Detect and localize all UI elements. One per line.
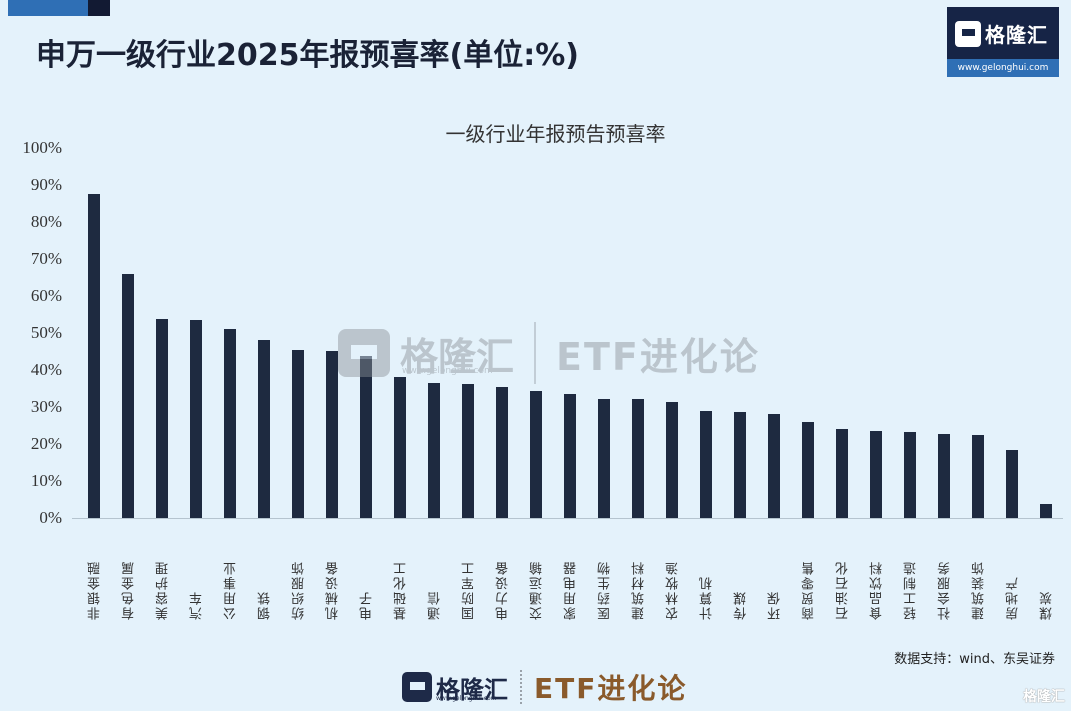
bar bbox=[462, 384, 474, 518]
x-axis-label: 石油石化 bbox=[836, 560, 851, 620]
bar bbox=[190, 320, 202, 518]
bar bbox=[870, 431, 882, 518]
footer-brand: 格隆汇 bbox=[436, 675, 508, 704]
x-axis-label: 计算机 bbox=[700, 575, 715, 620]
watermark-g-icon bbox=[338, 329, 390, 377]
bar bbox=[428, 382, 440, 518]
x-axis-label: 美容护理 bbox=[156, 560, 171, 620]
x-axis-label: 基础化工 bbox=[394, 560, 409, 620]
y-axis-tick: 20% bbox=[30, 434, 62, 453]
x-axis-label: 有色金属 bbox=[122, 560, 137, 620]
x-axis-label: 轻工制造 bbox=[904, 560, 919, 620]
bar bbox=[156, 318, 168, 518]
bar bbox=[122, 273, 134, 518]
x-axis-label: 非银金融 bbox=[88, 560, 103, 620]
x-axis-label: 电子 bbox=[360, 590, 375, 620]
logo-brand-text: 格隆汇 bbox=[985, 23, 1048, 47]
x-axis-label: 商贸零售 bbox=[802, 560, 817, 620]
x-axis-label: 社会服务 bbox=[938, 560, 953, 620]
bar bbox=[632, 399, 644, 518]
x-axis-label: 国防军工 bbox=[462, 560, 477, 620]
bar bbox=[938, 434, 950, 518]
bar bbox=[734, 412, 746, 518]
x-axis-line bbox=[72, 518, 1063, 519]
bar bbox=[360, 355, 372, 518]
footer-divider bbox=[520, 670, 522, 704]
y-axis-tick: 100% bbox=[22, 138, 62, 157]
y-axis-tick: 30% bbox=[30, 397, 62, 416]
bar bbox=[530, 391, 542, 518]
g-logo-icon bbox=[955, 20, 981, 47]
watermark: 格隆汇 www.gelonghui.com ETF进化论 bbox=[338, 322, 760, 384]
y-axis-tick: 90% bbox=[30, 175, 62, 194]
watermark-column: ETF进化论 bbox=[556, 334, 760, 379]
logo-url: www.gelonghui.com bbox=[947, 59, 1059, 77]
data-source: 数据支持：wind、东吴证券 bbox=[894, 652, 1055, 667]
x-axis-label: 食品饮料 bbox=[870, 560, 885, 620]
x-axis-label: 房地产 bbox=[1006, 575, 1021, 620]
bar bbox=[496, 387, 508, 518]
page-title: 申万一级行业2025年报预喜率(单位:%) bbox=[36, 38, 579, 73]
x-axis-label: 公用事业 bbox=[224, 560, 239, 620]
corner-watermark: 格隆汇 bbox=[1023, 689, 1065, 705]
bar bbox=[1006, 449, 1018, 518]
bar bbox=[564, 394, 576, 518]
x-axis-label: 电力设备 bbox=[496, 560, 511, 620]
x-axis-label: 传媒 bbox=[734, 590, 749, 620]
x-axis-label: 纺织服饰 bbox=[292, 560, 307, 620]
bar bbox=[88, 193, 100, 518]
chart-title: 一级行业年报预告预喜率 bbox=[445, 122, 666, 146]
x-axis-label: 环保 bbox=[768, 590, 783, 620]
x-axis-label: 医药生物 bbox=[598, 560, 613, 620]
y-axis-tick: 40% bbox=[30, 360, 62, 379]
bar bbox=[326, 351, 338, 518]
footer-column: ETF进化论 bbox=[534, 672, 688, 705]
bar bbox=[904, 432, 916, 518]
x-axis-label: 汽车 bbox=[190, 590, 205, 620]
x-axis-label: 钢铁 bbox=[258, 590, 273, 620]
bar bbox=[666, 402, 678, 518]
footer-brand-url: www.gelonghui.com bbox=[436, 695, 497, 702]
bar bbox=[258, 340, 270, 518]
gelonghui-logo: 格隆汇 www.gelonghui.com bbox=[947, 7, 1059, 77]
x-axis-label: 机械设备 bbox=[326, 560, 341, 620]
y-axis-tick: 0% bbox=[39, 508, 62, 527]
bar bbox=[802, 422, 814, 518]
y-axis-tick: 70% bbox=[30, 249, 62, 268]
bar bbox=[972, 435, 984, 518]
bar bbox=[598, 398, 610, 518]
header-accent-blue bbox=[8, 0, 88, 16]
y-axis-tick: 50% bbox=[30, 323, 62, 342]
bar bbox=[836, 428, 848, 518]
x-axis-label: 交通运输 bbox=[530, 560, 545, 620]
footer-g-icon bbox=[402, 672, 432, 702]
bar bbox=[1040, 503, 1052, 518]
x-axis-label: 通信 bbox=[428, 590, 443, 620]
bar bbox=[224, 329, 236, 518]
bar bbox=[292, 350, 304, 518]
x-axis-label: 农林牧渔 bbox=[666, 560, 681, 620]
bar bbox=[700, 411, 712, 518]
y-axis-tick: 60% bbox=[30, 286, 62, 305]
x-axis-label: 建筑材料 bbox=[632, 560, 647, 620]
watermark-divider bbox=[534, 322, 537, 384]
watermark-brand: 格隆汇 bbox=[400, 334, 515, 379]
x-axis-label: 建筑装饰 bbox=[972, 560, 987, 620]
header-accent-dark bbox=[88, 0, 110, 16]
x-axis-label: 煤炭 bbox=[1040, 590, 1055, 620]
y-axis-tick: 10% bbox=[30, 471, 62, 490]
bar bbox=[768, 413, 780, 518]
x-axis-label: 家用电器 bbox=[564, 560, 579, 620]
y-axis-tick: 80% bbox=[30, 212, 62, 231]
bar bbox=[394, 377, 406, 518]
footer-logo: 格隆汇 www.gelonghui.com ETF进化论 bbox=[402, 667, 687, 707]
watermark-url: www.gelonghui.com bbox=[402, 366, 493, 376]
